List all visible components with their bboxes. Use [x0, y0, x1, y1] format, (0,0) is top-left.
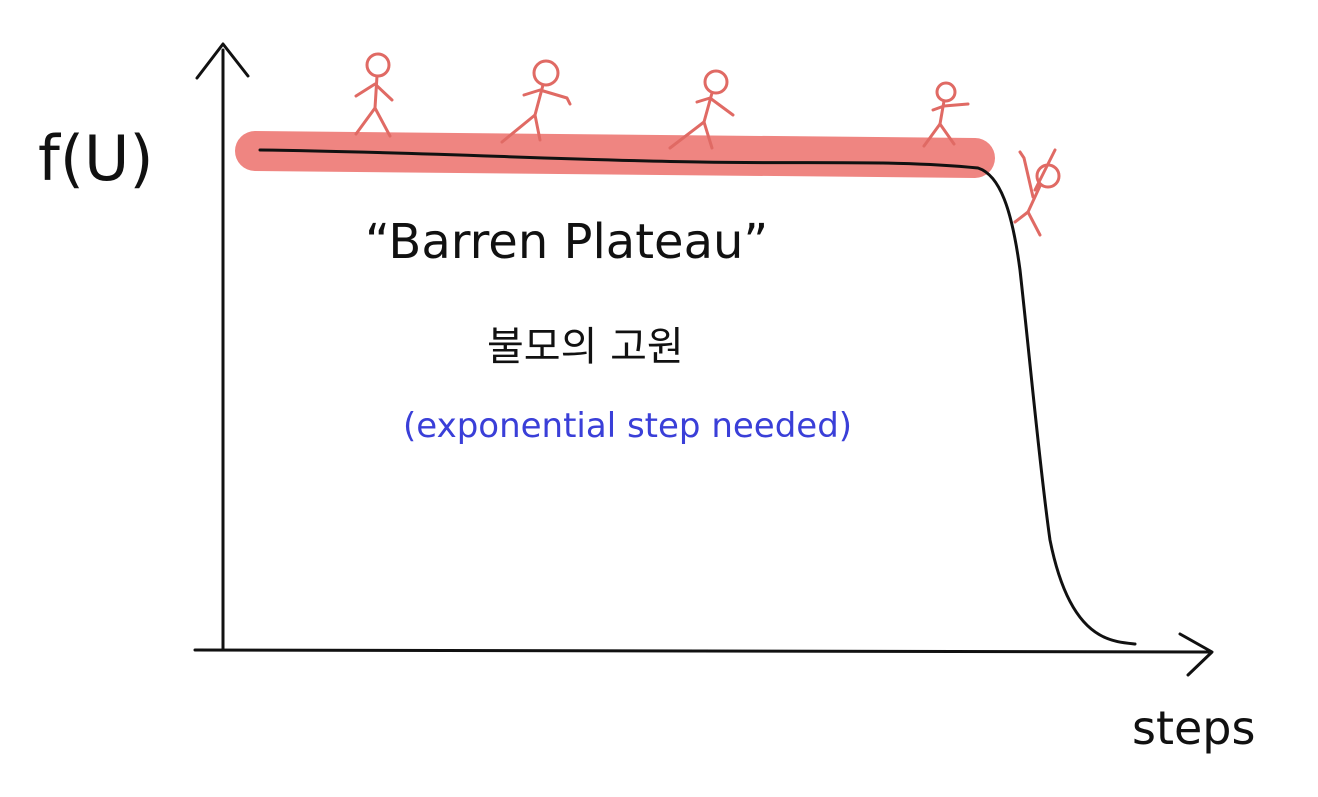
y-axis-label: f(U) [38, 122, 154, 195]
stick-figure-falling [1013, 148, 1061, 237]
stick-figure-walker-1 [354, 52, 394, 138]
korean-plateau-label: 불모의 고원 [487, 324, 684, 370]
x-axis-label: steps [1132, 701, 1255, 755]
stick-figure-walker-2 [500, 59, 572, 144]
y-axis-arrowhead [195, 42, 250, 80]
stick-figure-walker-3 [668, 69, 735, 150]
x-axis-arrowhead [1178, 632, 1214, 677]
exponential-step-note: (exponential step needed) [403, 406, 852, 446]
x-axis [193, 648, 1210, 654]
plateau-label: “Barren Plateau” [365, 214, 768, 270]
stick-figure-walker-4 [922, 81, 970, 148]
cost-curve [258, 148, 1137, 646]
